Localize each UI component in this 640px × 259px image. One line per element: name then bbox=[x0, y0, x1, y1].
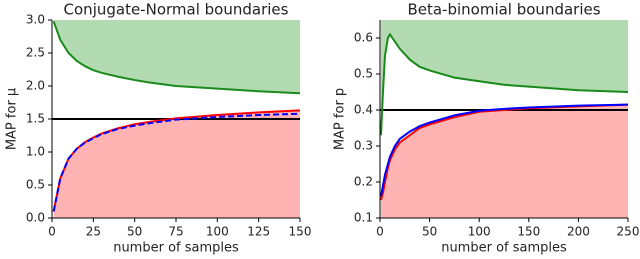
x-tick-label: 200 bbox=[567, 225, 590, 239]
y-tick-label: 0.2 bbox=[354, 175, 373, 189]
y-tick-label: 0.5 bbox=[26, 178, 45, 192]
fill-area bbox=[53, 110, 300, 218]
y-tick-label: 0.0 bbox=[26, 211, 45, 225]
x-tick-label: 50 bbox=[422, 225, 437, 239]
fill-area bbox=[380, 104, 628, 218]
y-tick-label: 0.3 bbox=[354, 139, 373, 153]
y-tick-label: 3.0 bbox=[26, 13, 45, 27]
y-tick-label: 0.4 bbox=[354, 103, 373, 117]
x-tick-label: 125 bbox=[247, 225, 270, 239]
y-tick-label: 1.0 bbox=[26, 145, 45, 159]
fill-area bbox=[53, 20, 300, 94]
x-tick-label: 0 bbox=[376, 225, 384, 239]
x-tick-label: 150 bbox=[517, 225, 540, 239]
y-tick-label: 1.5 bbox=[26, 112, 45, 126]
chart-title: Beta-binomial boundaries bbox=[407, 1, 600, 19]
y-axis-label: MAP for p bbox=[333, 88, 348, 150]
y-tick-label: 0.1 bbox=[354, 211, 373, 225]
x-axis-label: number of samples bbox=[113, 241, 239, 256]
y-tick-label: 0.6 bbox=[354, 31, 373, 45]
series-line bbox=[379, 32, 629, 136]
series-line bbox=[52, 112, 301, 212]
x-tick-label: 100 bbox=[468, 225, 491, 239]
y-tick-label: 0.5 bbox=[354, 67, 373, 81]
x-tick-label: 0 bbox=[48, 225, 56, 239]
x-tick-label: 100 bbox=[206, 225, 229, 239]
y-tick-label: 2.0 bbox=[26, 79, 45, 93]
x-tick-label: 150 bbox=[289, 225, 312, 239]
fill-area bbox=[380, 20, 628, 136]
chart-title: Conjugate-Normal boundaries bbox=[64, 1, 289, 19]
x-tick-label: 50 bbox=[127, 225, 142, 239]
x-tick-label: 250 bbox=[617, 225, 640, 239]
series-line bbox=[380, 103, 629, 197]
x-tick-label: 25 bbox=[86, 225, 101, 239]
x-tick-label: 75 bbox=[168, 225, 183, 239]
y-axis-label: MAP for μ bbox=[5, 88, 20, 150]
x-axis-label: number of samples bbox=[441, 241, 567, 256]
series-line bbox=[52, 20, 301, 95]
y-tick-label: 2.5 bbox=[26, 46, 45, 60]
